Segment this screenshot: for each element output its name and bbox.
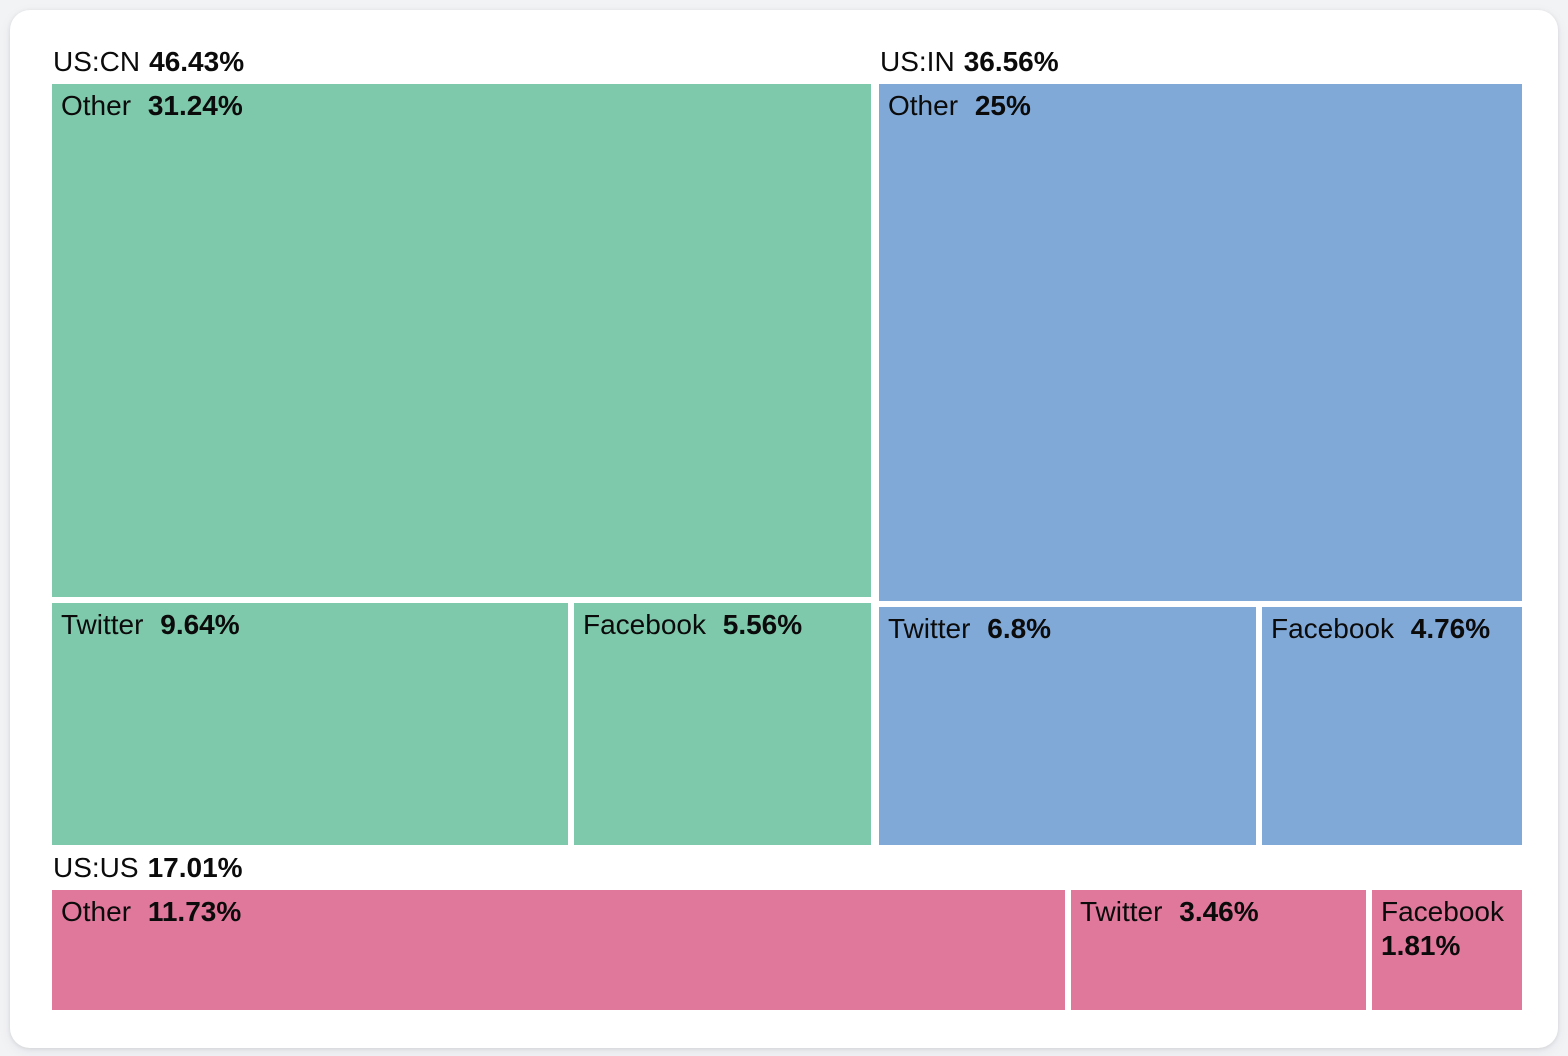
cell-pct: 9.64% <box>160 609 240 640</box>
treemap-cell-us-in-twitter[interactable]: Twitter 6.8% <box>879 607 1256 845</box>
group-cells-us-cn: Other 31.24% Twitter 9.64% Facebook 5.56… <box>52 84 871 845</box>
treemap-cell-us-cn-other[interactable]: Other 31.24% <box>52 84 871 597</box>
group-label-us-cn: US:CN 46.43% <box>52 40 871 84</box>
cell-name: Facebook <box>583 609 706 640</box>
group-pct: 17.01% <box>147 851 243 883</box>
treemap-cell-us-us-twitter[interactable]: Twitter 3.46% <box>1071 890 1366 1010</box>
treemap-top-row: US:CN 46.43% Other 31.24% Twitter 9.64% … <box>52 40 1522 845</box>
treemap-cell-us-us-other[interactable]: Other 11.73% <box>52 890 1065 1010</box>
cell-pct: 25% <box>974 90 1031 121</box>
group-label-us-us: US:US 17.01% <box>52 845 1522 890</box>
cell-pct: 4.76% <box>1410 613 1491 644</box>
treemap-cell-us-us-facebook[interactable]: Facebook 1.81% <box>1372 890 1522 1010</box>
cell-name: Other <box>61 90 132 121</box>
group-name: US:CN <box>53 46 141 77</box>
cell-pct: 5.56% <box>722 609 803 640</box>
group-pct: 36.56% <box>963 46 1059 77</box>
group-cells-us-us: Other 11.73% Twitter 3.46% Facebook 1.81… <box>52 890 1522 1010</box>
cell-pct: 6.8% <box>987 613 1052 644</box>
cell-pct: 11.73% <box>147 896 242 927</box>
treemap-group-us-us: US:US 17.01% Other 11.73% Twitter 3.46% … <box>52 845 1522 1010</box>
cell-name: Twitter <box>1080 896 1163 927</box>
cell-pct: 3.46% <box>1179 896 1259 927</box>
group-cells-us-in: Other 25% Twitter 6.8% Facebook 4.76% <box>879 84 1522 845</box>
cell-name: Other <box>888 90 959 121</box>
treemap-group-us-cn: US:CN 46.43% Other 31.24% Twitter 9.64% … <box>52 40 871 845</box>
treemap-group-us-in: US:IN 36.56% Other 25% Twitter 6.8% Face… <box>879 40 1522 845</box>
cell-name: Facebook <box>1271 613 1394 644</box>
group-name: US:US <box>53 851 139 883</box>
group-subrow-us-cn: Twitter 9.64% Facebook 5.56% <box>52 603 871 845</box>
cell-name: Twitter <box>61 609 144 640</box>
group-label-us-in: US:IN 36.56% <box>879 40 1522 84</box>
group-name: US:IN <box>880 46 955 77</box>
treemap-cell-us-in-other[interactable]: Other 25% <box>879 84 1522 601</box>
treemap-cell-us-in-facebook[interactable]: Facebook 4.76% <box>1262 607 1522 845</box>
cell-pct: 1.81% <box>1381 930 1461 961</box>
treemap-cell-us-cn-twitter[interactable]: Twitter 9.64% <box>52 603 568 845</box>
cell-name: Other <box>61 896 132 927</box>
cell-name: Facebook <box>1381 896 1504 927</box>
group-subrow-us-in: Twitter 6.8% Facebook 4.76% <box>879 607 1522 845</box>
group-pct: 46.43% <box>149 46 245 77</box>
cell-pct: 31.24% <box>147 90 243 121</box>
treemap-cell-us-cn-facebook[interactable]: Facebook 5.56% <box>574 603 871 845</box>
treemap-card: US:CN 46.43% Other 31.24% Twitter 9.64% … <box>10 10 1558 1048</box>
cell-name: Twitter <box>888 613 971 644</box>
